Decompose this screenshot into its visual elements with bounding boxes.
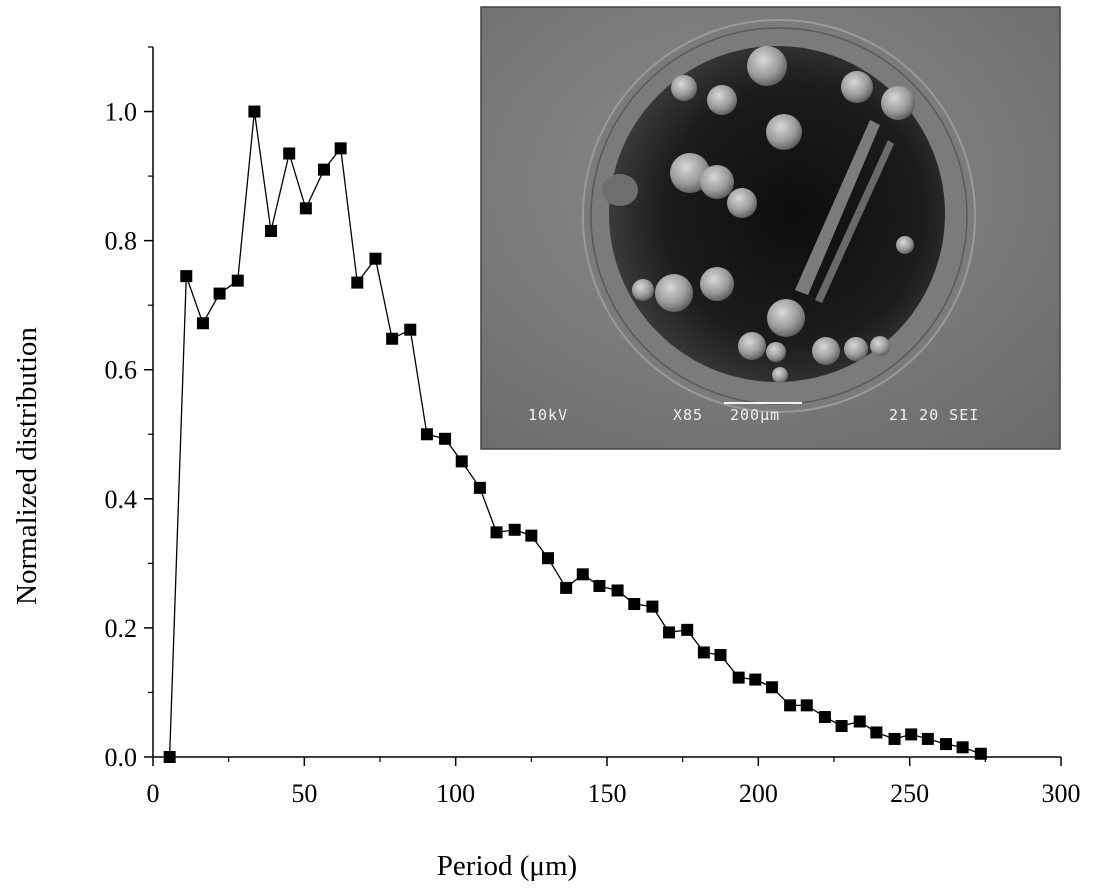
sem-scale-label: 200μm (730, 406, 780, 424)
sem-inset-image: 10kV X85 200μm 21 20 SEI (480, 6, 1061, 450)
data-point (870, 726, 883, 739)
data-point (196, 317, 209, 330)
data-point (163, 751, 176, 763)
data-point (299, 202, 312, 215)
y-tick-label: 1.0 (105, 98, 138, 127)
data-point (560, 581, 573, 594)
sem-voltage: 10kV (528, 406, 568, 424)
data-point (765, 681, 778, 694)
data-point (974, 747, 987, 760)
y-tick-label: 0.2 (105, 614, 138, 643)
data-point (921, 732, 934, 745)
data-point (351, 276, 364, 289)
data-point (455, 455, 468, 468)
x-tick-label: 300 (1042, 779, 1081, 808)
x-tick-label: 0 (147, 779, 160, 808)
data-point (646, 600, 659, 613)
x-tick-labels: 0 50 100 150 200 250 300 (147, 779, 1081, 808)
data-point (490, 526, 503, 539)
data-point (318, 163, 331, 176)
data-point (905, 728, 918, 741)
data-point (732, 671, 745, 684)
data-point (800, 699, 813, 712)
data-point (784, 699, 797, 712)
y-tick-labels: 0.0 0.2 0.4 0.6 0.8 1.0 (105, 98, 138, 772)
data-markers (163, 105, 987, 763)
y-tick-label: 0.4 (105, 485, 138, 514)
data-point (248, 105, 261, 118)
data-point (576, 568, 589, 581)
data-point (386, 332, 399, 345)
data-point (213, 287, 226, 300)
data-point (835, 720, 848, 733)
data-point (439, 432, 452, 445)
x-tick-label: 100 (436, 779, 475, 808)
data-point (888, 732, 901, 745)
axes (144, 46, 1062, 766)
data-point (404, 323, 417, 336)
sem-droplets (632, 46, 915, 383)
data-point (541, 552, 554, 565)
data-point (628, 598, 641, 611)
x-tick-label: 250 (890, 779, 929, 808)
data-point (956, 741, 969, 754)
data-point (593, 579, 606, 592)
sem-magnification: X85 (673, 406, 703, 424)
data-point (473, 481, 486, 494)
data-point (697, 646, 710, 659)
data-point (525, 529, 538, 542)
data-point (681, 623, 694, 636)
y-tick-label: 0.6 (105, 356, 138, 385)
data-point (611, 584, 624, 597)
data-point (939, 738, 952, 751)
y-tick-label: 0.8 (105, 227, 138, 256)
x-tick-label: 50 (291, 779, 317, 808)
data-point (265, 224, 278, 237)
data-point (334, 142, 347, 155)
data-point (369, 252, 382, 265)
x-axis-title: Period (μm) (437, 850, 577, 882)
data-point (283, 147, 296, 160)
data-point (663, 626, 676, 639)
sem-code: 21 20 SEI (889, 406, 979, 424)
data-point (714, 649, 727, 662)
y-tick-label: 0.0 (105, 743, 138, 772)
data-point (749, 673, 762, 686)
data-point (180, 270, 193, 283)
data-point (508, 523, 521, 536)
x-tick-label: 150 (588, 779, 627, 808)
data-point (420, 428, 433, 441)
data-point (818, 710, 831, 723)
x-tick-label: 200 (739, 779, 778, 808)
data-point (231, 274, 244, 287)
y-axis-title: Normalized distribution (11, 327, 43, 605)
data-point (853, 715, 866, 728)
